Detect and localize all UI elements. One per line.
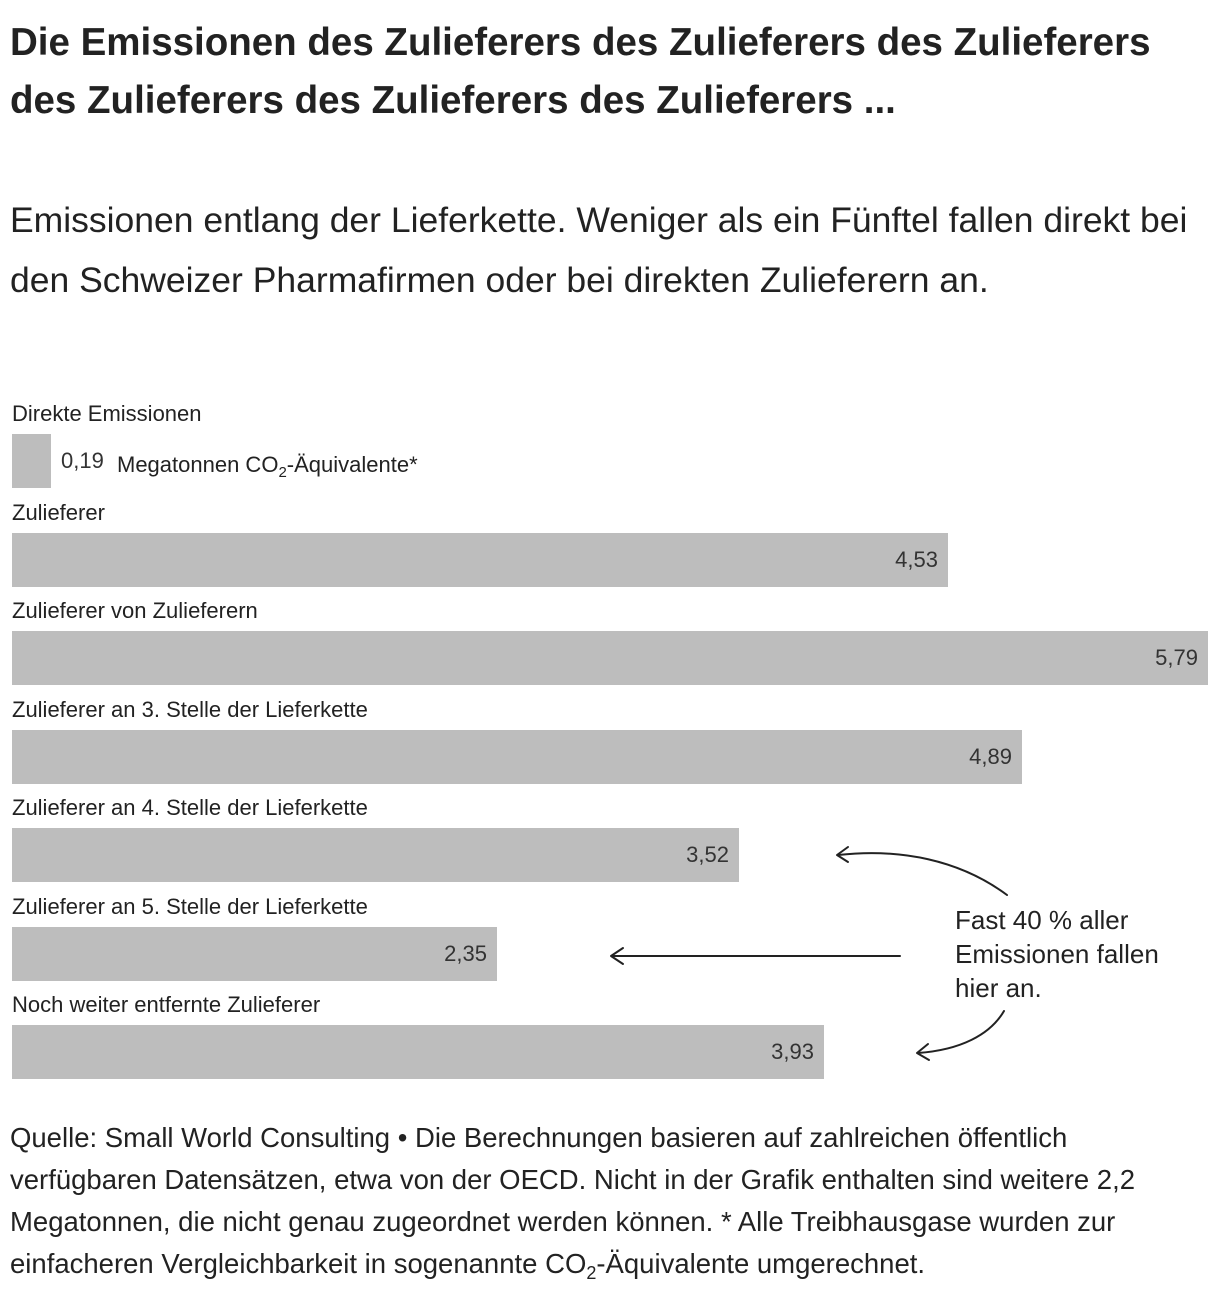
bar: [12, 434, 51, 488]
arrow-to-sixth-bar: [917, 1010, 1005, 1054]
bar-value-label: 4,89: [969, 743, 1012, 769]
bar: [12, 532, 948, 587]
source-note-text: Quelle: Small World Consulting • Die Ber…: [10, 1122, 1136, 1279]
category-label: Zulieferer von Zulieferern: [12, 598, 258, 623]
bar-value-label: 5,79: [1155, 645, 1198, 670]
bar-value-label: 3,52: [686, 842, 729, 867]
bar: [12, 926, 497, 981]
bar: [12, 1025, 824, 1079]
category-label: Zulieferer an 5. Stelle der Lieferkette: [12, 893, 368, 919]
unit-label-suffix: -Äquivalente*: [286, 452, 418, 477]
category-label: Noch weiter entfernte Zulieferer: [12, 992, 321, 1017]
chart-subtitle: Emissionen entlang der Lieferkette. Weni…: [10, 200, 1188, 300]
arrow-to-fourth-bar-head: [836, 846, 849, 863]
arrow-to-sixth-bar-head: [916, 1043, 930, 1061]
bar-value-label: 0,19: [61, 448, 104, 473]
unit-label: Megatonnen CO2-Äquivalente*: [117, 452, 418, 481]
arrow-to-fourth-bar: [837, 852, 1008, 896]
category-label: Direkte Emissionen: [12, 401, 202, 426]
source-note-suffix: -Äquivalente umgerechnet.: [596, 1248, 926, 1279]
source-note-subscript: 2: [586, 1263, 597, 1283]
source-note: Quelle: Small World Consulting • Die Ber…: [10, 1117, 1215, 1285]
category-label: Zulieferer an 3. Stelle der Lieferkette: [12, 696, 368, 722]
bar-value-label: 3,93: [771, 1039, 814, 1064]
category-label: Zulieferer: [12, 499, 105, 525]
chart-title: Die Emissionen des Zulieferers des Zulie…: [10, 21, 1151, 122]
arrow-to-fifth-bar-head: [610, 947, 624, 965]
unit-label-subscript: 2: [278, 464, 287, 481]
bar-value-label: 4,53: [895, 546, 938, 572]
unit-label-main: Megatonnen CO: [117, 452, 279, 477]
bar: [12, 631, 1208, 685]
bar: [12, 828, 739, 882]
annotation-text: Fast 40 % aller Emissionen fallen hier a…: [955, 905, 1159, 1003]
bar-value-label: 2,35: [444, 940, 487, 966]
bar: [12, 729, 1022, 784]
category-label: Zulieferer an 4. Stelle der Lieferkette: [12, 795, 368, 820]
